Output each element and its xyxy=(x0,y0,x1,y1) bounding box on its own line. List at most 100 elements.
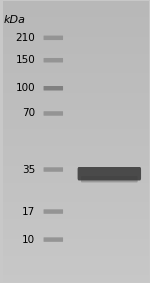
Bar xyxy=(3,167,149,170)
Bar xyxy=(3,71,149,74)
Bar xyxy=(3,52,149,55)
Text: 70: 70 xyxy=(22,108,35,119)
Bar xyxy=(3,97,149,99)
Bar xyxy=(3,38,149,41)
Text: 35: 35 xyxy=(22,164,35,175)
Text: 100: 100 xyxy=(15,83,35,93)
Bar xyxy=(3,256,149,259)
Bar xyxy=(3,74,149,77)
Bar xyxy=(3,83,149,85)
Bar xyxy=(3,265,149,268)
Bar xyxy=(3,156,149,158)
Bar xyxy=(3,240,149,242)
Bar xyxy=(3,279,149,282)
Bar xyxy=(3,226,149,228)
Bar xyxy=(3,142,149,144)
Bar xyxy=(3,91,149,94)
Bar xyxy=(3,4,149,7)
Bar xyxy=(3,248,149,251)
Bar xyxy=(3,108,149,111)
Bar xyxy=(3,276,149,279)
Bar xyxy=(3,133,149,136)
Text: 150: 150 xyxy=(15,55,35,65)
Bar xyxy=(3,66,149,69)
Bar xyxy=(3,203,149,206)
Bar xyxy=(3,273,149,276)
Bar xyxy=(3,43,149,46)
Bar xyxy=(3,102,149,105)
Bar xyxy=(3,49,149,52)
Bar xyxy=(3,88,149,91)
Bar xyxy=(3,172,149,175)
Bar xyxy=(3,15,149,18)
Text: kDa: kDa xyxy=(4,15,26,25)
Bar xyxy=(3,220,149,223)
Bar xyxy=(3,251,149,254)
Bar xyxy=(3,41,149,43)
FancyBboxPatch shape xyxy=(44,167,63,172)
Bar xyxy=(3,105,149,108)
FancyBboxPatch shape xyxy=(44,237,63,242)
Bar xyxy=(3,242,149,245)
Bar xyxy=(3,259,149,262)
Bar xyxy=(3,127,149,130)
Bar xyxy=(3,125,149,127)
Bar xyxy=(3,55,149,57)
Bar xyxy=(3,254,149,256)
Bar xyxy=(3,181,149,184)
Bar xyxy=(3,1,149,4)
Bar xyxy=(3,189,149,192)
Bar xyxy=(3,111,149,113)
Bar xyxy=(3,18,149,21)
Bar xyxy=(3,147,149,150)
Bar xyxy=(3,245,149,248)
Text: 10: 10 xyxy=(22,235,35,245)
Bar xyxy=(3,200,149,203)
Bar xyxy=(3,217,149,220)
Bar xyxy=(3,99,149,102)
Bar xyxy=(3,175,149,178)
Bar xyxy=(3,136,149,139)
Bar xyxy=(3,209,149,212)
Bar xyxy=(3,270,149,273)
Bar xyxy=(3,80,149,83)
Bar xyxy=(3,13,149,15)
Text: 210: 210 xyxy=(15,33,35,43)
Bar xyxy=(3,116,149,119)
Bar xyxy=(3,144,149,147)
Bar xyxy=(3,77,149,80)
FancyBboxPatch shape xyxy=(44,209,63,214)
Bar xyxy=(3,122,149,125)
Bar xyxy=(3,268,149,270)
Bar xyxy=(3,85,149,88)
Text: 17: 17 xyxy=(22,207,35,216)
Bar xyxy=(3,130,149,133)
Bar xyxy=(3,228,149,231)
Bar xyxy=(3,57,149,60)
Bar xyxy=(3,69,149,71)
Bar xyxy=(3,46,149,49)
FancyBboxPatch shape xyxy=(44,36,63,40)
FancyBboxPatch shape xyxy=(78,167,141,181)
FancyBboxPatch shape xyxy=(44,58,63,63)
Bar xyxy=(3,212,149,214)
Bar xyxy=(3,7,149,10)
Bar xyxy=(3,63,149,66)
Bar xyxy=(3,262,149,265)
Bar xyxy=(3,158,149,161)
Bar xyxy=(3,237,149,240)
Bar xyxy=(3,178,149,181)
Bar xyxy=(3,21,149,24)
Bar xyxy=(3,119,149,122)
Bar xyxy=(3,10,149,13)
Bar xyxy=(3,164,149,167)
Bar xyxy=(3,214,149,217)
Bar xyxy=(3,32,149,35)
Bar xyxy=(3,192,149,195)
Bar xyxy=(3,113,149,116)
FancyBboxPatch shape xyxy=(81,176,138,183)
Bar xyxy=(3,35,149,38)
Bar xyxy=(3,29,149,32)
Bar xyxy=(3,223,149,226)
Bar xyxy=(3,161,149,164)
